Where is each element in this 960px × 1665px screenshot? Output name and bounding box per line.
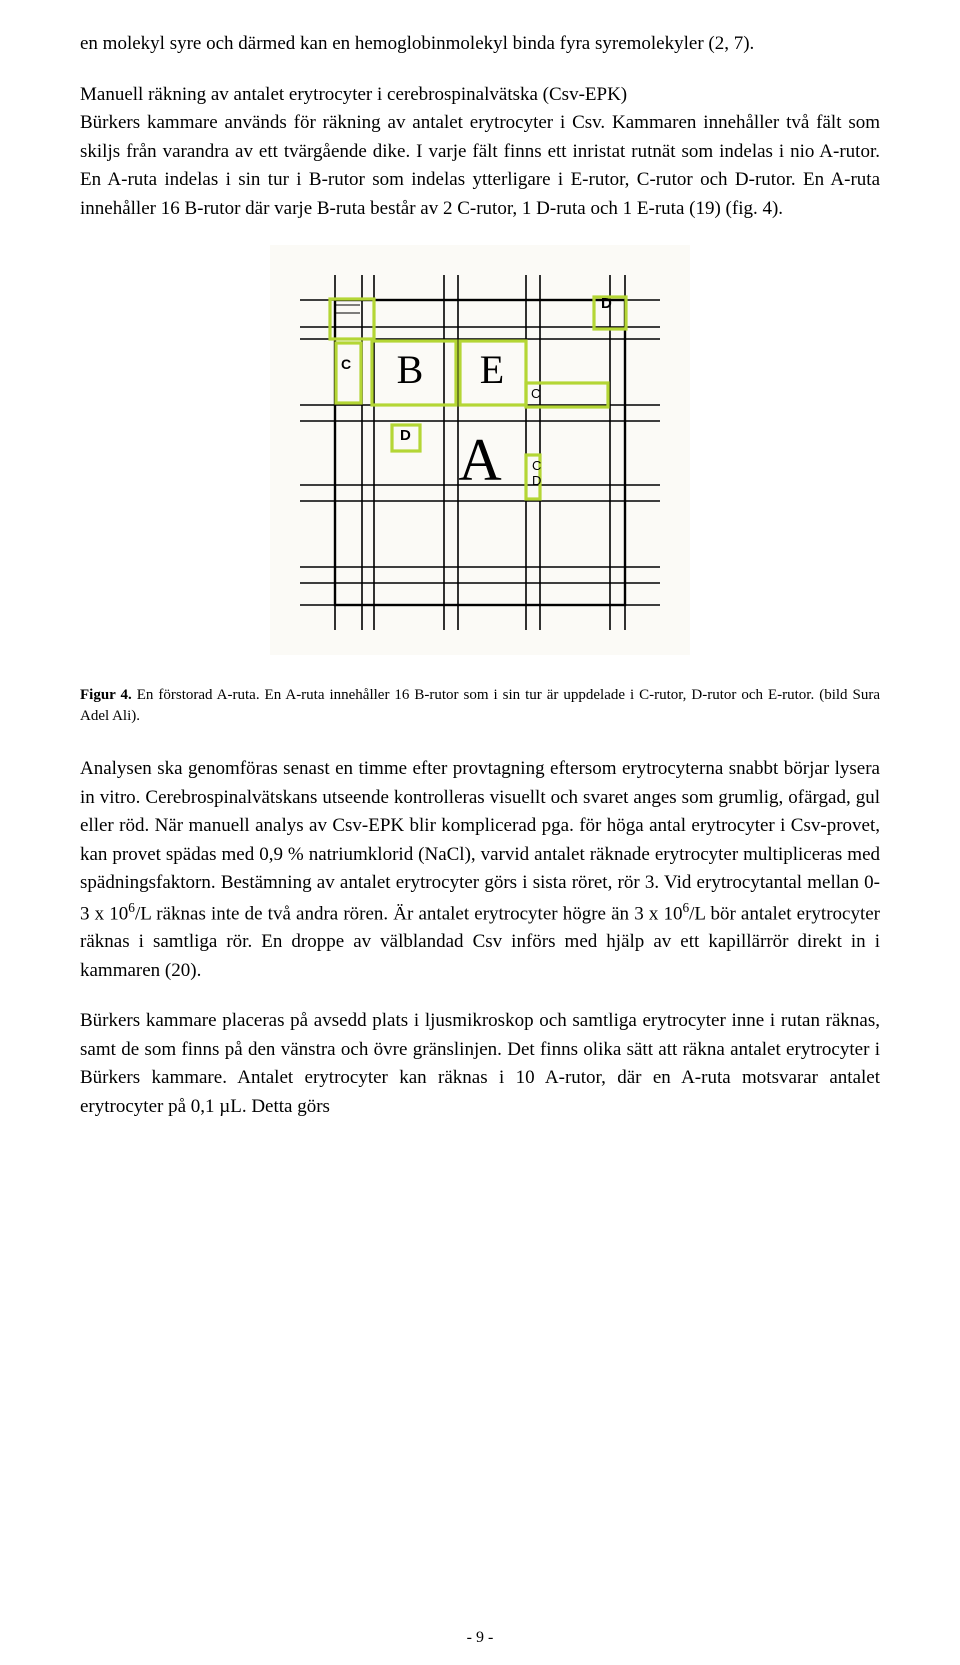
figure-4: ABECDDCCD	[80, 245, 880, 660]
caption-text: En förstorad A-ruta. En A-ruta innehålle…	[80, 687, 880, 724]
paragraph-4: Bürkers kammare placeras på avsedd plats…	[80, 1007, 880, 1121]
svg-text:C: C	[532, 458, 541, 473]
svg-text:D: D	[601, 295, 612, 312]
paragraph-3: Analysen ska genomföras senast en timme …	[80, 755, 880, 985]
svg-text:B: B	[397, 347, 424, 392]
caption-label: Figur 4.	[80, 687, 132, 703]
svg-text:D: D	[400, 427, 411, 444]
svg-text:E: E	[480, 347, 504, 392]
svg-text:C: C	[341, 356, 351, 372]
para3-part-b: /L räknas inte de två andra rören. Är an…	[135, 903, 683, 924]
para3-sup1: 6	[128, 900, 135, 915]
burker-chamber-diagram: ABECDDCCD	[270, 245, 690, 655]
paragraph-2: Manuell räkning av antalet erytrocyter i…	[80, 81, 880, 224]
svg-text:D: D	[532, 473, 541, 488]
para3-part-a: Analysen ska genomföras senast en timme …	[80, 758, 880, 924]
paragraph-1: en molekyl syre och därmed kan en hemogl…	[80, 30, 880, 59]
figure-4-caption: Figur 4. En förstorad A-ruta. En A-ruta …	[80, 685, 880, 727]
page-number: - 9 -	[0, 1629, 960, 1647]
svg-text:A: A	[458, 427, 501, 493]
svg-text:C: C	[531, 386, 540, 401]
